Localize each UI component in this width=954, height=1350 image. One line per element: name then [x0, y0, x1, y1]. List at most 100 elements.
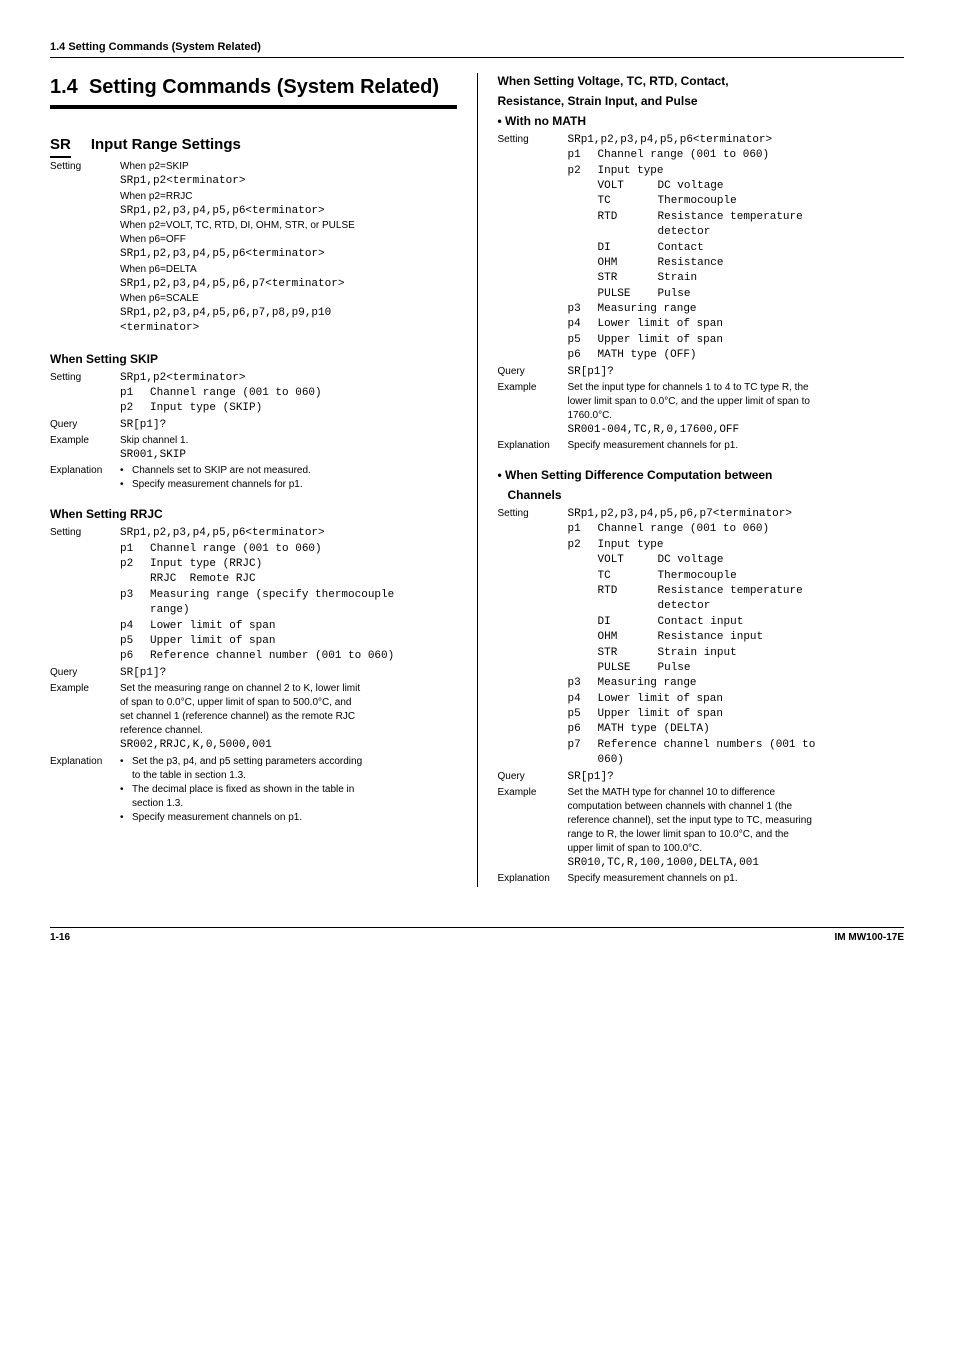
- sv: Resistance input: [658, 630, 764, 645]
- sk: PULSE: [598, 287, 658, 302]
- sv: Strain: [658, 271, 698, 286]
- skip-head: When Setting SKIP: [50, 351, 457, 368]
- cmd: SR[p1]?: [568, 365, 905, 380]
- sk: TC: [598, 569, 658, 584]
- label-query: Query: [50, 418, 120, 433]
- pk: p6: [568, 722, 598, 737]
- label-setting: Setting: [498, 133, 568, 364]
- cmd: SR002,RRJC,K,0,5000,001: [120, 738, 457, 753]
- txt: Specify measurement channels on p1.: [568, 872, 905, 886]
- cmd: SRp1,p2<terminator>: [120, 371, 457, 386]
- label-explanation: Explanation: [50, 464, 120, 492]
- sv: Contact input: [658, 615, 744, 630]
- cmd: SRp1,p2,p3,p4,p5,p6<terminator>: [120, 247, 457, 262]
- sr-heading-row: SR Input Range Settings: [50, 134, 457, 158]
- txt: Set the input type for channels 1 to 4 t…: [568, 381, 905, 395]
- txt: Set the p3, p4, and p5 setting parameter…: [132, 755, 362, 769]
- sv: Pulse: [658, 661, 691, 676]
- label-setting: Setting: [50, 526, 120, 665]
- label-setting: Setting: [50, 371, 120, 417]
- right-column: When Setting Voltage, TC, RTD, Contact, …: [498, 73, 905, 887]
- top-header: 1.4 Setting Commands (System Related): [50, 40, 904, 58]
- txt: Specify measurement channels for p1.: [568, 439, 905, 453]
- pk: p6: [568, 348, 598, 363]
- pv: Lower limit of span: [598, 317, 723, 332]
- pv: Channel range (001 to 060): [598, 148, 770, 163]
- page-footer: 1-16 IM MW100-17E: [50, 927, 904, 945]
- label-query: Query: [498, 770, 568, 785]
- sv: Pulse: [658, 287, 691, 302]
- pk: p5: [568, 707, 598, 722]
- pk: p6: [120, 649, 150, 664]
- txt: reference channel.: [120, 724, 457, 738]
- sk: VOLT: [598, 553, 658, 568]
- sk: VOLT: [598, 179, 658, 194]
- txt: range to R, the lower limit span to 10.0…: [568, 828, 905, 842]
- cmd: SRp1,p2,p3,p4,p5,p6<terminator>: [568, 133, 905, 148]
- cmd: SRp1,p2,p3,p4,p5,p6,p7,p8,p9,p10: [120, 306, 457, 321]
- sv: Contact: [658, 241, 704, 256]
- pk: p2: [568, 538, 598, 553]
- content-columns: 1.4 Setting Commands (System Related) SR…: [50, 73, 904, 887]
- txt: When p6=SCALE: [120, 292, 457, 306]
- pk: p4: [568, 317, 598, 332]
- bullet-icon: •: [120, 811, 132, 825]
- pk: p1: [568, 522, 598, 537]
- sk: [598, 599, 658, 614]
- sk: TC: [598, 194, 658, 209]
- sv: Thermocouple: [658, 194, 737, 209]
- sv: detector: [658, 225, 711, 240]
- sv: DC voltage: [658, 553, 724, 568]
- txt: of span to 0.0°C, upper limit of span to…: [120, 696, 457, 710]
- pk: p2: [120, 557, 150, 572]
- pv: Upper limit of span: [598, 333, 723, 348]
- cmd: SR[p1]?: [120, 418, 457, 433]
- diff-head1: • When Setting Difference Computation be…: [498, 467, 905, 484]
- cmd: SRp1,p2,p3,p4,p5,p6<terminator>: [120, 526, 457, 541]
- section-title: 1.4 Setting Commands (System Related): [50, 73, 457, 101]
- pv: Reference channel numbers (001 to: [598, 738, 816, 753]
- volt-head2: Resistance, Strain Input, and Pulse: [498, 93, 905, 110]
- sk: RTD: [598, 210, 658, 225]
- sk: [598, 225, 658, 240]
- doc-id: IM MW100-17E: [835, 931, 904, 945]
- sv: Strain input: [658, 646, 737, 661]
- cmd: <terminator>: [120, 321, 457, 336]
- sk: STR: [598, 646, 658, 661]
- bullet-icon: •: [120, 783, 132, 797]
- txt: to the table in section 1.3.: [120, 769, 457, 783]
- txt: section 1.3.: [120, 797, 457, 811]
- pk: p1: [568, 148, 598, 163]
- label-explanation: Explanation: [498, 872, 568, 886]
- cmd: SRp1,p2<terminator>: [120, 174, 457, 189]
- pv: Measuring range: [598, 676, 697, 691]
- sr-setting-block: Setting When p2=SKIP SRp1,p2<terminator>…: [50, 160, 457, 336]
- txt: Specify measurement channels for p1.: [132, 478, 303, 492]
- pv: Measuring range (specify thermocouple: [150, 588, 394, 603]
- pv: MATH type (DELTA): [598, 722, 710, 737]
- sk: DI: [598, 241, 658, 256]
- sr-title: Input Range Settings: [91, 134, 241, 155]
- column-divider: [477, 73, 478, 887]
- diff-head2: Channels: [498, 487, 905, 504]
- pk: p5: [120, 634, 150, 649]
- sk: STR: [598, 271, 658, 286]
- pk: p3: [568, 302, 598, 317]
- cmd: SR[p1]?: [120, 666, 457, 681]
- txt: upper limit of span to 100.0°C.: [568, 842, 905, 856]
- pv: Input type: [598, 538, 664, 553]
- txt: Specify measurement channels on p1.: [132, 811, 302, 825]
- pv: Input type: [598, 164, 664, 179]
- label-query: Query: [498, 365, 568, 380]
- sv: Resistance: [658, 256, 724, 271]
- pv: Input type (RRJC): [150, 557, 262, 572]
- pk: p1: [120, 542, 150, 557]
- volt-head3: • With no MATH: [498, 113, 905, 130]
- txt: Skip channel 1.: [120, 434, 457, 448]
- pv: Lower limit of span: [598, 692, 723, 707]
- sv: Thermocouple: [658, 569, 737, 584]
- pv: MATH type (OFF): [598, 348, 697, 363]
- section-number: 1.4: [50, 76, 78, 98]
- sv: detector: [658, 599, 711, 614]
- pk: p2: [568, 164, 598, 179]
